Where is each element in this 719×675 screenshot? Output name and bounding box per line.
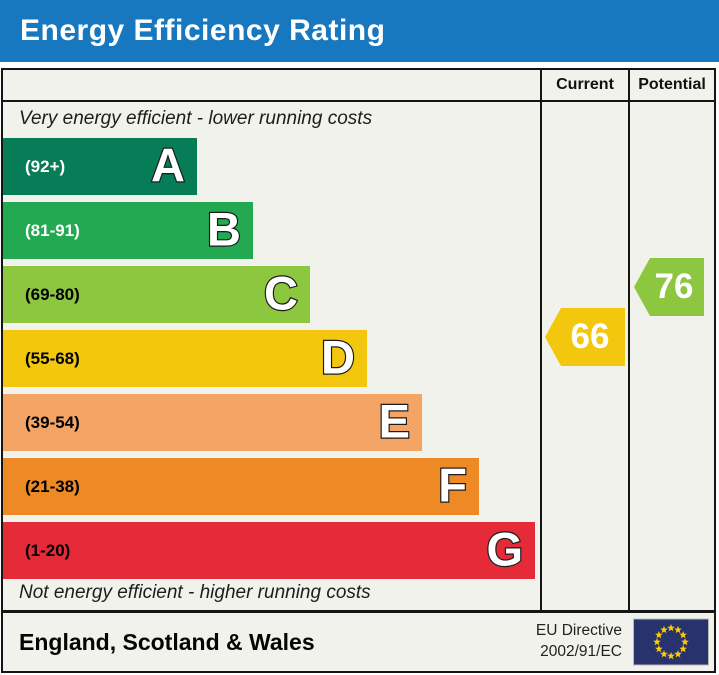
band-d: (55-68) D (3, 329, 367, 387)
rating-chart: Current Potential Very energy efficient … (1, 68, 716, 612)
page-title: Energy Efficiency Rating (20, 14, 386, 47)
bottom-caption: Not energy efficient - higher running co… (19, 582, 371, 603)
footer: England, Scotland & Wales EU Directive 2… (1, 611, 716, 673)
band-b-range-label: (81-91) (25, 221, 80, 240)
current-rating-pointer: 66 (545, 308, 625, 366)
band-f-range-label: (21-38) (25, 477, 80, 496)
region-label: England, Scotland & Wales (19, 628, 315, 655)
band-a: (92+) A (3, 137, 197, 195)
band-f: (21-38) F (3, 457, 479, 515)
band-a-range-label: (92+) (25, 157, 66, 176)
band-b-letter: B (206, 201, 242, 256)
top-caption: Very energy efficient - lower running co… (19, 108, 373, 129)
band-c-range-label: (69-80) (25, 285, 80, 304)
band-d-letter: D (320, 329, 356, 384)
eu-directive-line1: EU Directive (535, 622, 622, 640)
potential-column-header: Potential (638, 76, 706, 93)
band-e-range-label: (39-54) (25, 413, 80, 432)
current-column-header: Current (556, 76, 614, 93)
current-rating-value: 66 (570, 317, 610, 356)
band-c-letter: C (263, 265, 299, 320)
band-e-letter: E (377, 393, 411, 448)
eu-flag (633, 618, 709, 666)
eu-directive-label: EU Directive 2002/91/EC (536, 621, 622, 663)
band-a-letter: A (150, 137, 186, 192)
title-bar: Energy Efficiency Rating (0, 0, 719, 62)
band-g: (1-20) G (3, 521, 535, 579)
band-f-letter: F (437, 457, 468, 512)
band-g-range-label: (1-20) (25, 541, 71, 560)
band-e: (39-54) E (3, 393, 422, 451)
band-d-range-label: (55-68) (25, 349, 80, 368)
eu-directive-line2: 2002/91/EC (540, 643, 622, 660)
column-header-row: Current Potential (3, 70, 714, 102)
potential-column-divider (628, 70, 630, 610)
potential-rating-value: 76 (654, 267, 694, 306)
band-b: (81-91) B (3, 201, 253, 259)
potential-rating-pointer: 76 (634, 258, 704, 316)
band-c: (69-80) C (3, 265, 310, 323)
band-g-letter: G (485, 521, 524, 576)
current-column-divider (540, 70, 542, 610)
eu-flag-svg (633, 618, 709, 666)
